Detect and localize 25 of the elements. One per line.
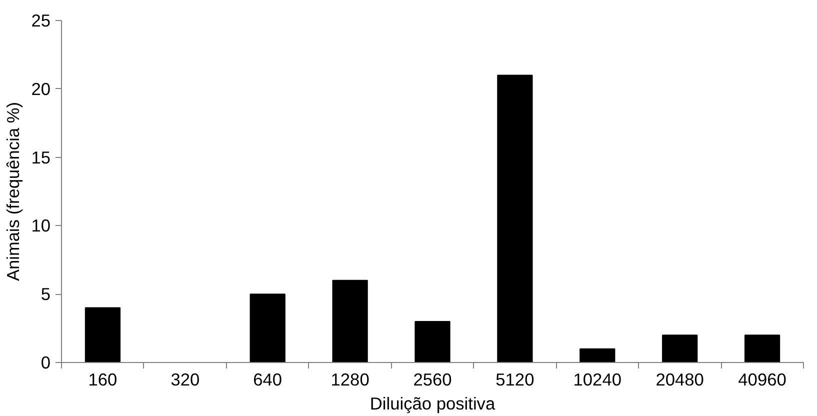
bar — [250, 294, 286, 362]
bar — [662, 334, 698, 362]
bar — [744, 334, 780, 362]
bar — [497, 74, 533, 362]
y-tick-label: 5 — [40, 284, 51, 304]
x-tick-label: 40960 — [738, 370, 786, 390]
bar — [84, 307, 121, 362]
x-tick-label: 640 — [253, 370, 282, 390]
y-tick-label: 25 — [31, 10, 51, 30]
x-tick-label: 5120 — [496, 370, 534, 390]
x-tick-label: 160 — [88, 370, 118, 390]
x-tick-label: 2560 — [413, 370, 452, 390]
y-tick-label: 20 — [31, 78, 51, 99]
bar — [414, 320, 450, 362]
x-tick-label: 1280 — [330, 370, 370, 390]
x-tick-label: 320 — [170, 370, 200, 390]
y-tick-label: 0 — [40, 352, 51, 372]
bar — [580, 348, 616, 362]
x-axis-title: Diluição positiva — [370, 394, 496, 414]
y-axis-title: Animais (frequência %) — [3, 102, 24, 282]
x-tick-label: 20480 — [656, 370, 704, 390]
y-tick-label: 10 — [31, 216, 51, 236]
bar — [332, 280, 368, 362]
x-tick-label: 10240 — [573, 370, 622, 390]
y-tick-label: 15 — [31, 147, 51, 168]
